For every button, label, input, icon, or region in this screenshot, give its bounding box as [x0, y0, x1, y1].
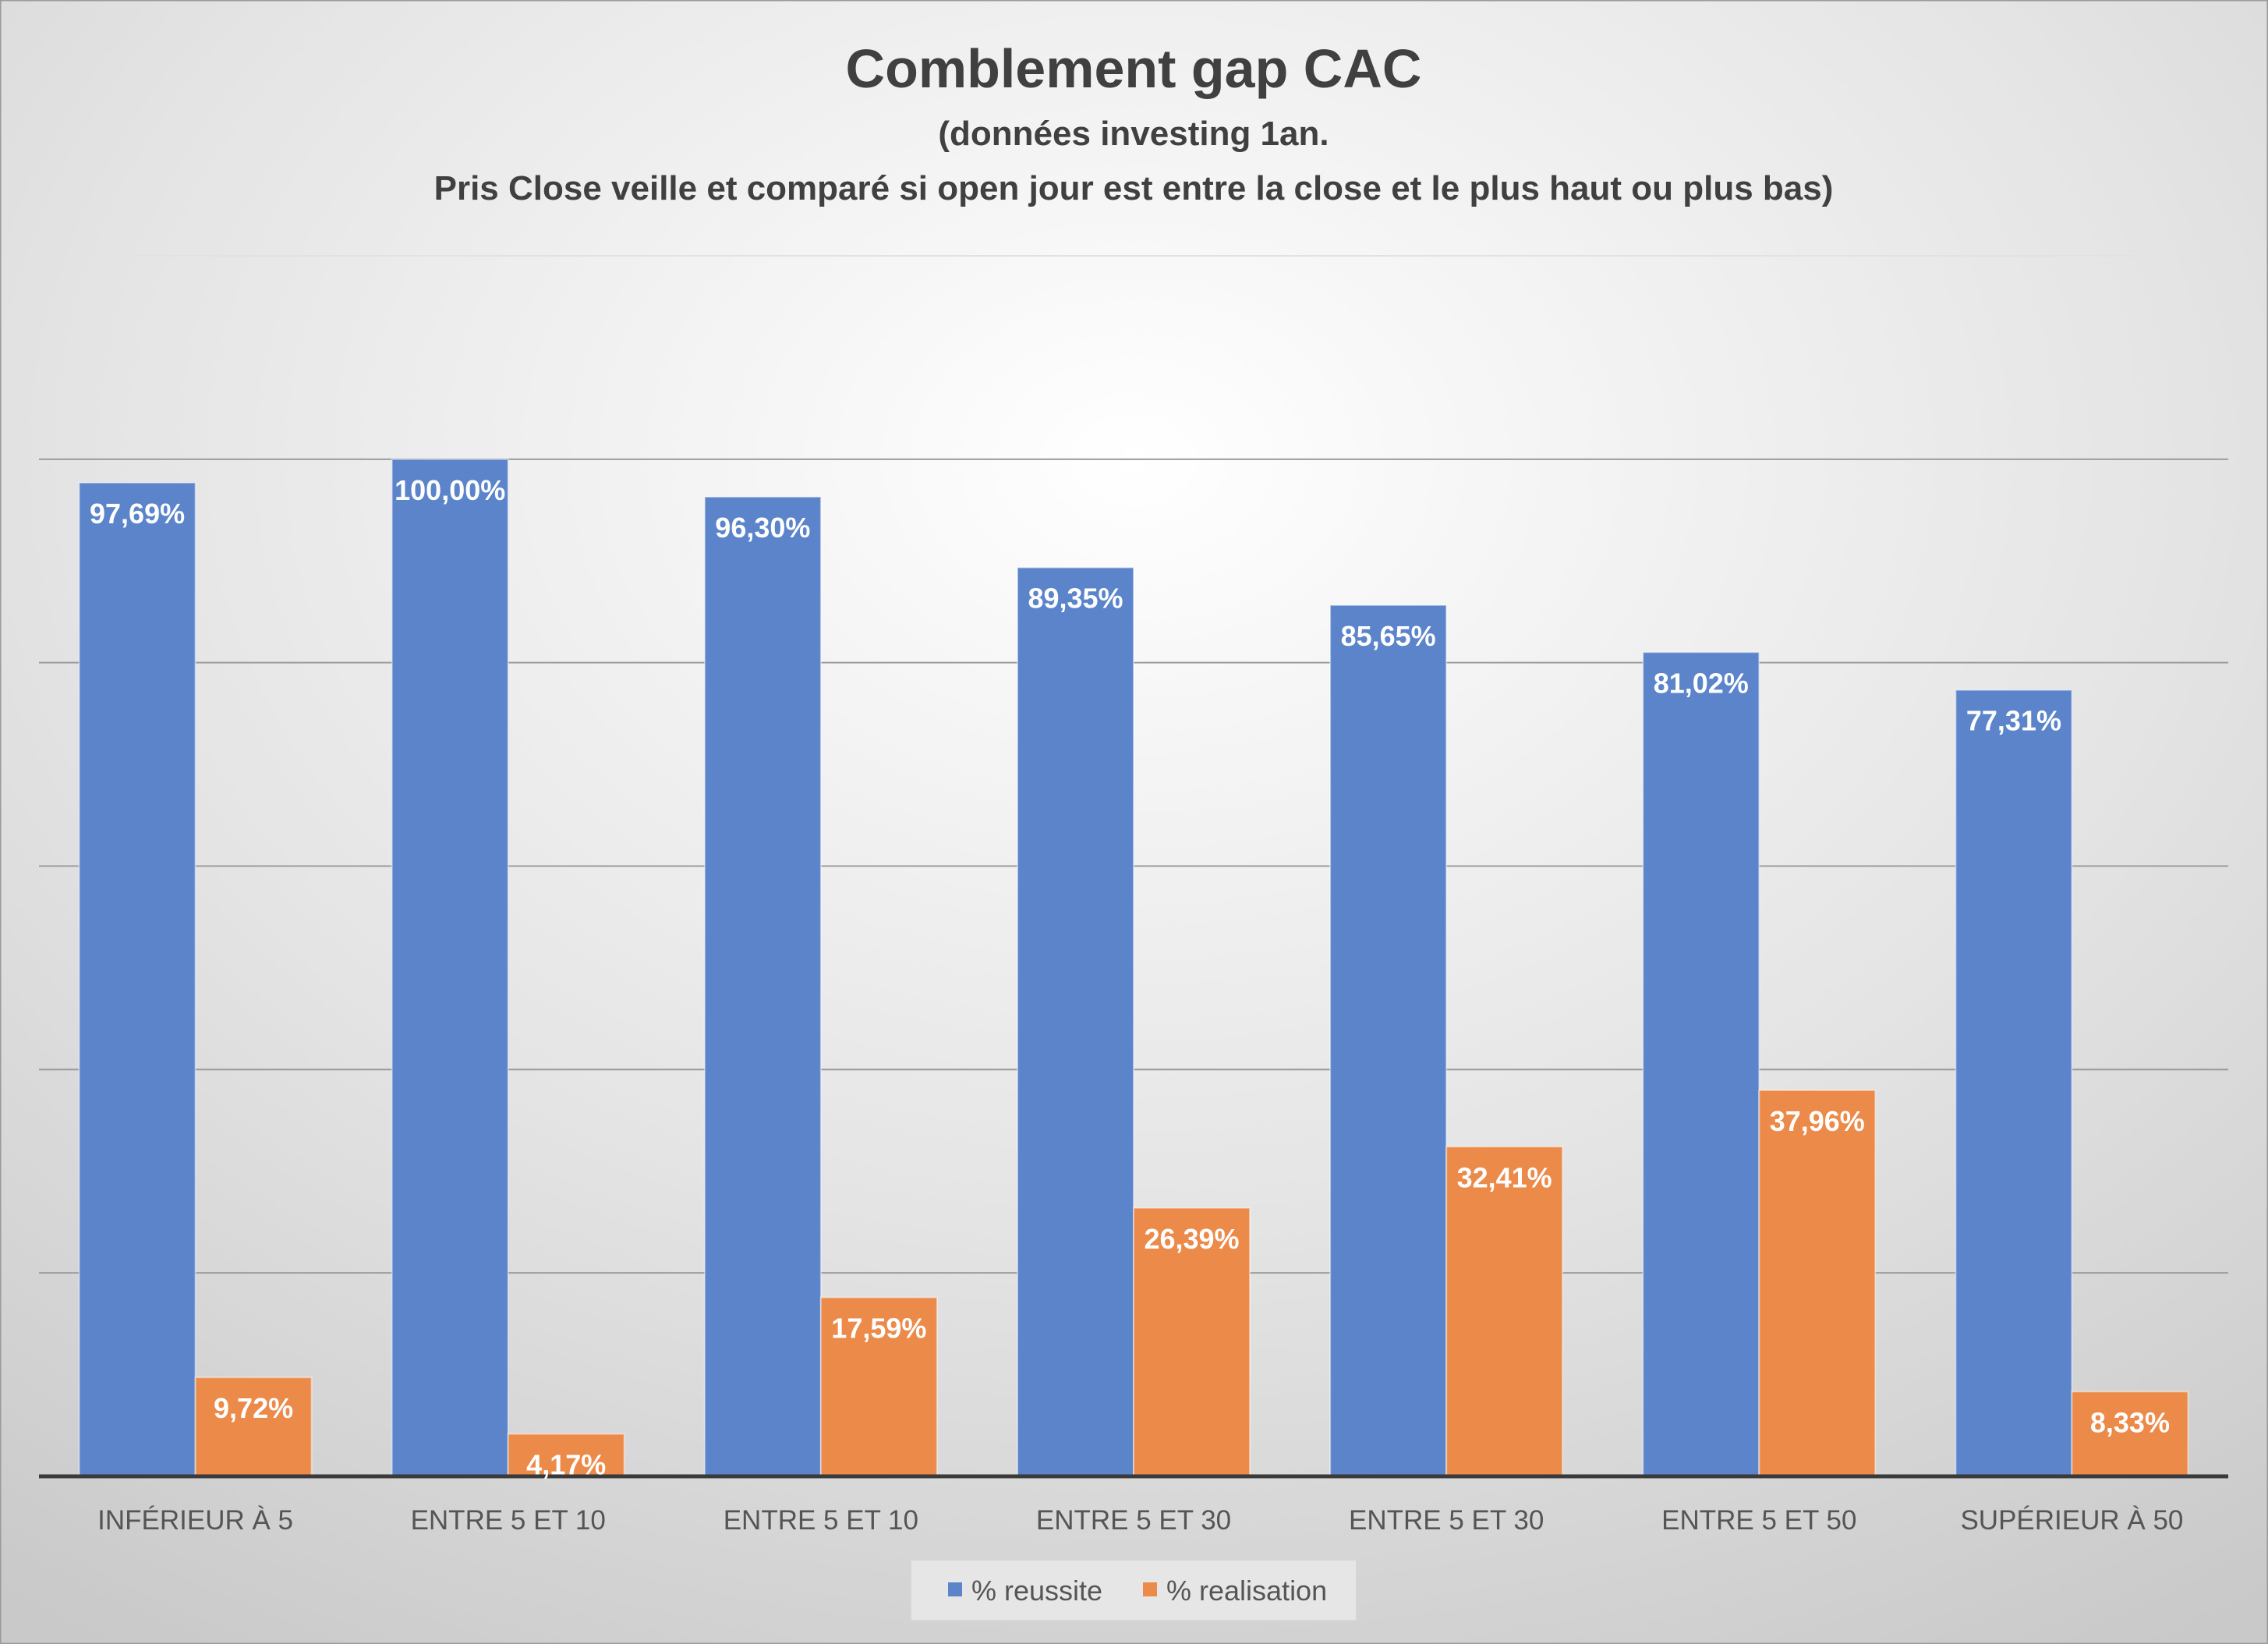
data-label-realisation: 32,41%	[1457, 1161, 1552, 1193]
legend: % reussite % realisation	[910, 1559, 1357, 1621]
bar-reussite	[703, 496, 822, 1477]
data-label-reussite: 81,02%	[1654, 667, 1749, 699]
data-label-reussite: 77,31%	[1966, 705, 2061, 737]
x-tick-label: INFÉRIEUR À 5	[97, 1505, 293, 1536]
data-label-realisation: 26,39%	[1144, 1223, 1239, 1255]
chart-title: Comblement gap CAC	[846, 38, 1422, 99]
data-label-realisation: 17,59%	[831, 1313, 926, 1345]
data-label-reussite: 96,30%	[715, 512, 810, 544]
data-label-reussite: 100,00%	[395, 474, 505, 506]
x-tick-label: ENTRE 5 ET 30	[1349, 1505, 1544, 1536]
data-labels: 97,69% 9,72% 100,00% 4,17% 96,30% 17,59% 89,35…	[90, 474, 2170, 1481]
bar-reussite	[78, 481, 196, 1477]
bar-realisation	[1758, 1089, 1877, 1478]
x-tick-label: ENTRE 5 ET 30	[1036, 1505, 1231, 1536]
bar-reussite	[1955, 689, 2073, 1477]
data-label-reussite: 89,35%	[1028, 583, 1123, 615]
x-tick-label: ENTRE 5 ET 10	[411, 1505, 606, 1536]
data-label-realisation: 8,33%	[2090, 1406, 2170, 1438]
legend-box	[910, 1559, 1357, 1621]
bar-reussite	[391, 458, 509, 1477]
legend-swatch-realisation	[1143, 1582, 1157, 1596]
chart-subtitle-line-1: (données investing 1an.	[938, 115, 1329, 153]
legend-label-realisation: % realisation	[1166, 1575, 1327, 1607]
data-label-reussite: 85,65%	[1341, 620, 1436, 652]
legend-label-reussite: % reussite	[971, 1575, 1102, 1607]
data-label-realisation: 37,96%	[1770, 1105, 1865, 1137]
x-tick-label: ENTRE 5 ET 10	[724, 1505, 918, 1536]
bars	[78, 458, 2189, 1478]
data-label-realisation: 4,17%	[526, 1449, 606, 1481]
data-label-reussite: 97,69%	[90, 498, 185, 530]
chart-subtitle-line-2: Pris Close veille et comparé si open jou…	[434, 169, 1834, 207]
data-label-realisation: 9,72%	[214, 1392, 293, 1424]
bar-reussite	[1329, 604, 1448, 1478]
bar-reussite	[1642, 651, 1760, 1478]
bar-realisation	[1445, 1146, 1564, 1477]
bar-realisation	[1133, 1206, 1251, 1478]
legend-swatch-reussite	[948, 1582, 962, 1596]
bar-realisation	[2071, 1391, 2189, 1477]
bar-realisation	[819, 1296, 938, 1477]
x-axis-tick-labels: INFÉRIEUR À 5 ENTRE 5 ET 10 ENTRE 5 ET 10 E…	[97, 1505, 2183, 1536]
x-tick-label: ENTRE 5 ET 50	[1661, 1505, 1856, 1536]
bar-reussite	[1017, 566, 1134, 1478]
x-tick-label: SUPÉRIEUR À 50	[1960, 1505, 2183, 1536]
